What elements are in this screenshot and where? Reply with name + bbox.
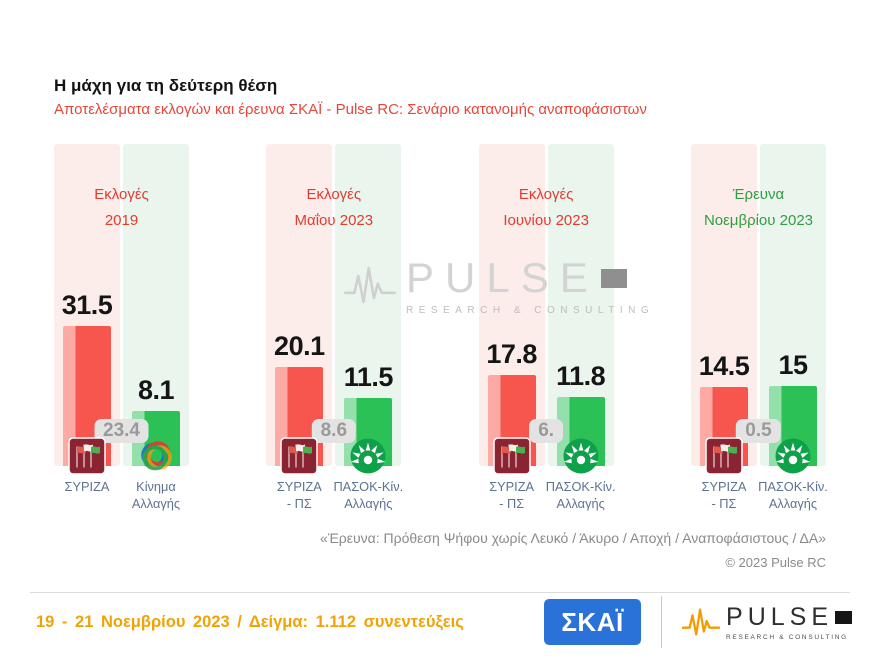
period-label: Έρευνα Νοεμβρίου 2023 xyxy=(691,182,826,233)
chart-group: Εκλογές Μαΐου 2023 20.1 11.5 xyxy=(266,144,404,512)
party-logo xyxy=(280,437,319,475)
gap-badge: 8.6 xyxy=(311,419,357,443)
pulse-tagline: RESEARCH & CONSULTING xyxy=(726,634,848,642)
band: 31.5 xyxy=(54,144,120,475)
period-line-2: Μαΐου 2023 xyxy=(294,211,374,229)
labels-row: ΣΥΡΙΖΑ Κίνημα Αλλαγής xyxy=(54,479,189,512)
labels-row: ΣΥΡΙΖΑ - ΠΣ ΠΑΣΟΚ-Κίν. Αλλαγής xyxy=(479,479,616,512)
period-line-1: Έρευνα xyxy=(732,186,785,203)
chart-group: Εκλογές 2019 31.5 8.1 xyxy=(54,144,189,512)
bar-value: 17.8 xyxy=(486,339,537,369)
bar-value: 20.1 xyxy=(274,331,325,361)
period-line-2: Ιουνίου 2023 xyxy=(503,211,589,229)
footer: 19 - 21 Νοεμβρίου 2023 / Δείγμα: 1.112 σ… xyxy=(0,593,880,651)
fieldwork-note: 19 - 21 Νοεμβρίου 2023 / Δείγμα: 1.112 σ… xyxy=(36,612,464,631)
band: 11.8 xyxy=(547,144,614,474)
content: Η μάχη για τη δεύτερη θέση Αποτελέσματα … xyxy=(54,76,828,571)
band: 17.8 xyxy=(478,144,545,475)
party-label: ΠΑΣΟΚ-Κίν. Αλλαγής xyxy=(333,479,404,511)
party-label: Κίνημα Αλλαγής xyxy=(131,479,181,511)
pulse-logo: PULSE RESEARCH & CONSULTING xyxy=(682,601,852,643)
bar-value: 15 xyxy=(778,350,808,380)
bar-value: 11.5 xyxy=(343,362,394,392)
period-line-1: Εκλογές xyxy=(94,186,149,203)
party-logo xyxy=(137,437,175,475)
gap-badge: 6. xyxy=(529,419,564,443)
labels-row: ΣΥΡΙΖΑ - ΠΣ ΠΑΣΟΚ-Κίν. Αλλαγής xyxy=(266,479,404,512)
period-label: Εκλογές 2019 xyxy=(54,182,189,233)
skai-logo-text: ΣΚΑΪ xyxy=(561,606,624,637)
kinima-allagis-logo-icon xyxy=(141,441,172,471)
bar-value: 11.8 xyxy=(556,361,606,391)
group-bands: Εκλογές 2019 31.5 8.1 xyxy=(54,144,189,475)
party-label: ΣΥΡΙΖΑ - ΠΣ xyxy=(701,479,747,511)
pulse-word-row: PULSE xyxy=(726,603,852,632)
skai-logo: ΣΚΑΪ xyxy=(544,599,642,646)
party-logo xyxy=(68,437,106,475)
gap-badge: 0.5 xyxy=(736,419,781,443)
band: 14.5 xyxy=(690,144,757,475)
party-label: ΠΑΣΟΚ-Κίν. Αλλαγής xyxy=(758,479,828,511)
period-label: Εκλογές Ιουνίου 2023 xyxy=(479,182,614,233)
syriza-logo-icon xyxy=(280,437,319,475)
party-logo xyxy=(562,437,600,475)
pulse-wordmark: PULSE xyxy=(726,603,833,632)
chart-group: Έρευνα Νοεμβρίου 2023 14.5 15 xyxy=(690,144,828,512)
bar-value: 8.1 xyxy=(137,375,175,405)
chart-group: Εκλογές Ιουνίου 2023 17.8 11.8 xyxy=(478,144,616,512)
party-logo xyxy=(774,437,812,475)
page-title: Η μάχη για τη δεύτερη θέση xyxy=(54,76,278,95)
group-bands: Εκλογές Ιουνίου 2023 17.8 11.8 xyxy=(478,144,614,475)
period-label: Εκλογές Μαΐου 2023 xyxy=(266,182,401,233)
period-line-1: Εκλογές xyxy=(306,186,362,203)
footer-divider xyxy=(30,592,850,594)
syriza-logo-icon xyxy=(68,437,106,475)
copyright-note: © 2023 Pulse RC xyxy=(725,555,826,571)
page-subtitle: Αποτελέσματα εκλογών και έρευνα ΣΚΑΪ - P… xyxy=(54,101,647,118)
band: 20.1 xyxy=(266,144,333,475)
logo-divider xyxy=(661,596,663,649)
chart-area: PULSE RESEARCH & CONSULTING Εκλογές 2019… xyxy=(54,144,828,512)
group-bands: Εκλογές Μαΐου 2023 20.1 11.5 xyxy=(266,144,402,475)
party-label: ΣΥΡΙΖΑ - ΠΣ xyxy=(489,479,535,511)
pasok-logo-icon xyxy=(350,438,386,474)
party-logo xyxy=(492,437,531,475)
period-line-2: Νοεμβρίου 2023 xyxy=(703,211,814,229)
party-logo xyxy=(349,437,387,475)
period-line-1: Εκλογές xyxy=(518,186,574,203)
labels-row: ΣΥΡΙΖΑ - ΠΣ ΠΑΣΟΚ-Κίν. Αλλαγής xyxy=(691,479,828,512)
syriza-logo-icon xyxy=(705,437,743,475)
bar-value: 14.5 xyxy=(698,351,750,381)
party-label: ΣΥΡΙΖΑ xyxy=(64,479,110,494)
chart-groups: Εκλογές 2019 31.5 8.1 xyxy=(54,144,828,512)
period-line-2: 2019 xyxy=(104,211,139,229)
band: 8.1 xyxy=(123,144,189,471)
party-logo xyxy=(705,437,743,475)
party-label: ΠΑΣΟΚ-Κίν. Αλλαγής xyxy=(545,479,616,511)
pasok-logo-icon xyxy=(775,438,811,474)
methodology-note: «Έρευνα: Πρόθεση Ψήφου χωρίς Λευκό / Άκυ… xyxy=(320,530,826,547)
pulse-logo-text: PULSE RESEARCH & CONSULTING xyxy=(726,603,852,641)
pasok-logo-icon xyxy=(563,438,599,474)
party-label: ΣΥΡΙΖΑ - ΠΣ xyxy=(276,479,322,511)
footer-logos: ΣΚΑΪ PULSE RESEARCH & CONSULTING xyxy=(544,596,852,649)
pulse-logo-box xyxy=(835,611,852,625)
syriza-logo-icon xyxy=(492,437,531,475)
group-bands: Έρευνα Νοεμβρίου 2023 14.5 15 xyxy=(690,144,826,475)
band: 11.5 xyxy=(335,144,402,474)
bar-value: 31.5 xyxy=(61,290,113,320)
pulse-waveform-icon xyxy=(682,608,721,636)
